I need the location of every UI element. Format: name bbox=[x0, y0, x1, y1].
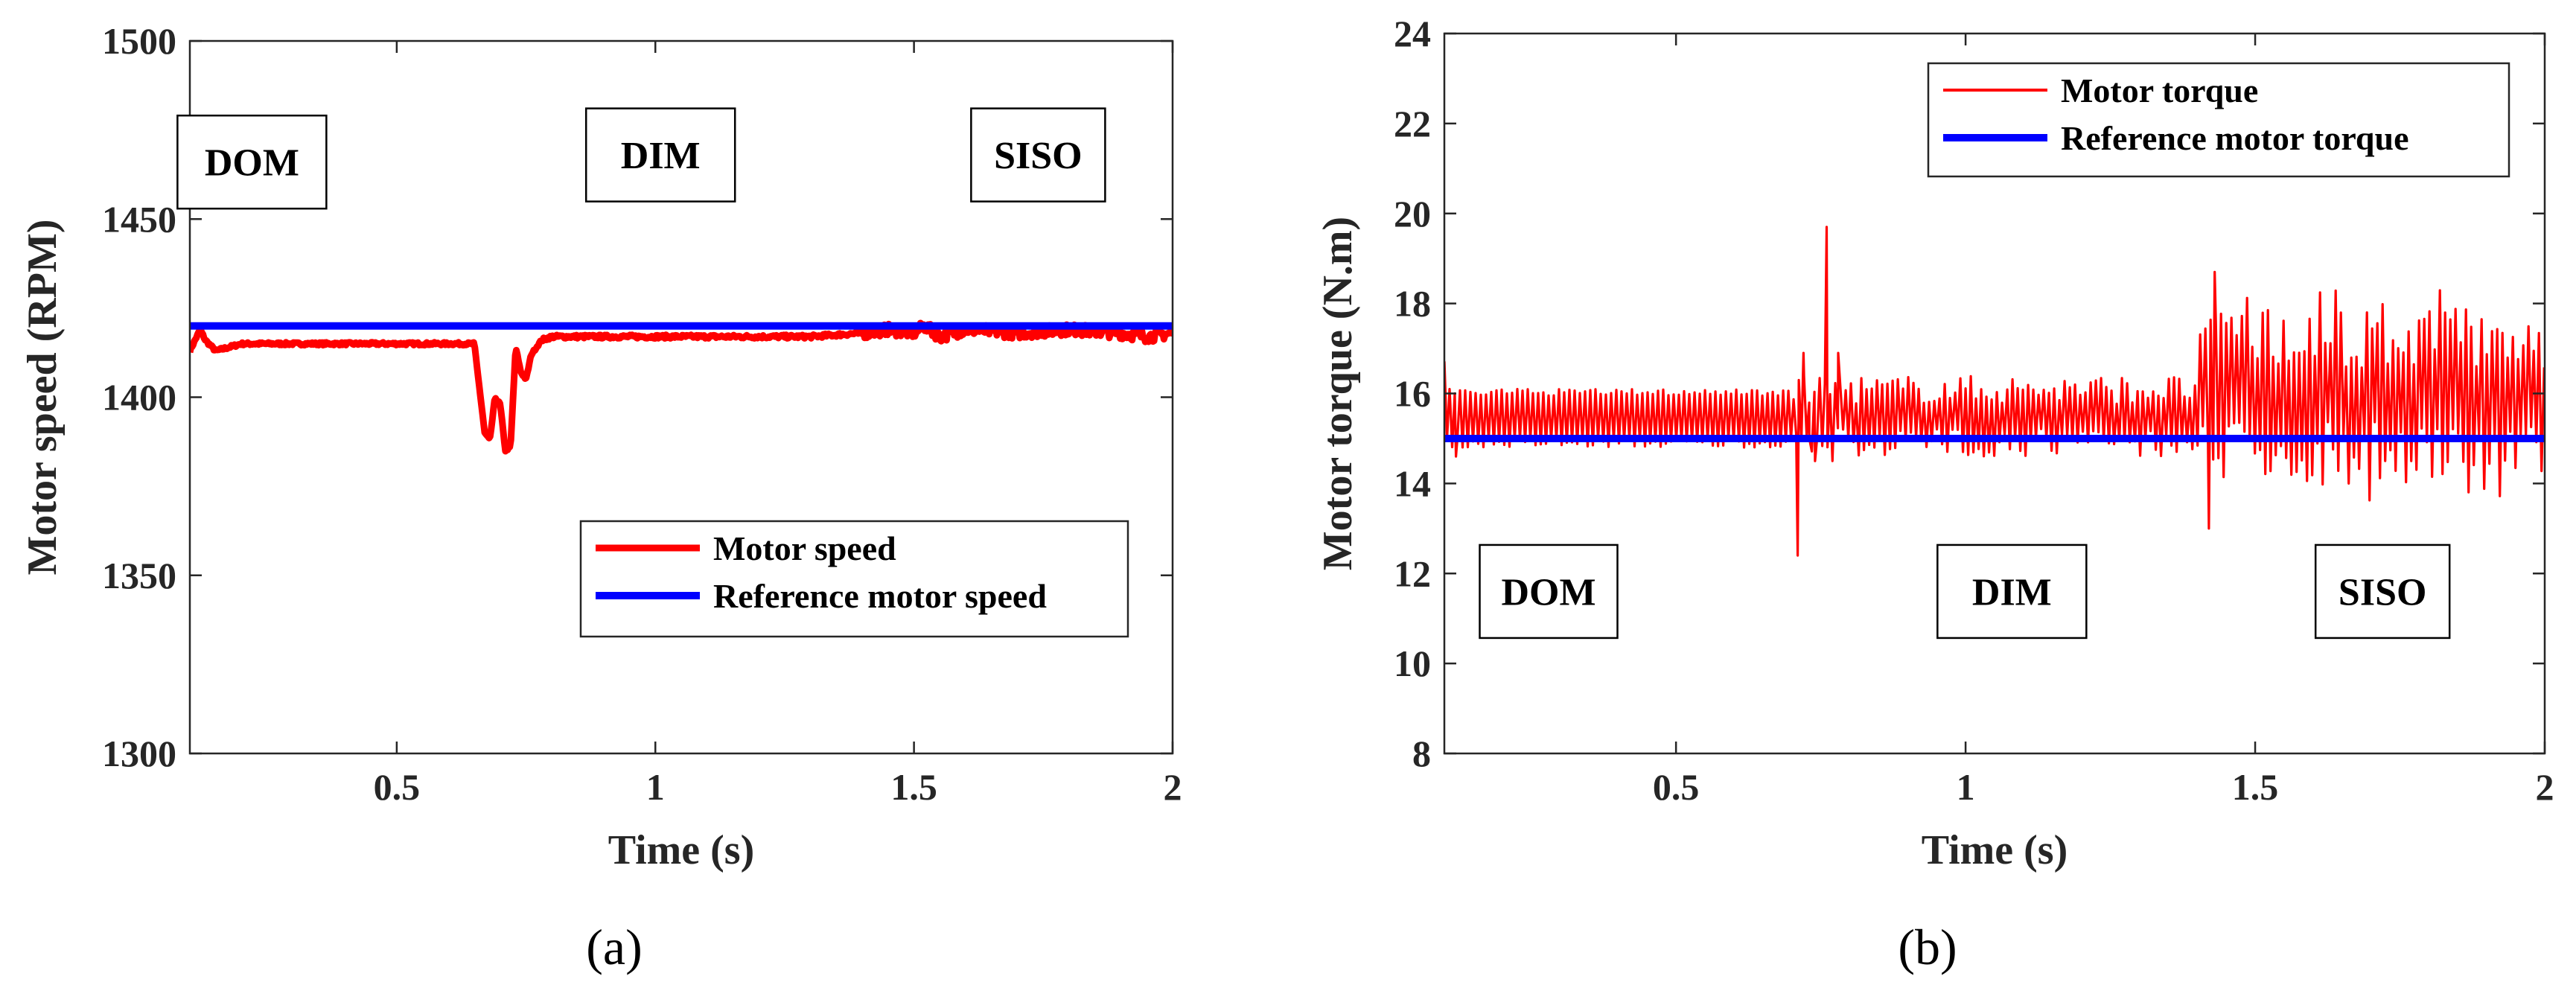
annotation-box bbox=[584, 107, 736, 203]
annotation-text: DOM bbox=[1501, 571, 1595, 613]
annotation-box bbox=[1479, 543, 1619, 640]
x-tick-label: 1.5 bbox=[890, 766, 937, 808]
x-tick-label: 0.5 bbox=[1653, 766, 1700, 808]
y-tick-label: 1350 bbox=[102, 555, 176, 596]
annotation-box bbox=[970, 107, 1106, 203]
annotation-text: DIM bbox=[1972, 571, 2052, 613]
legend-box bbox=[1927, 62, 2510, 178]
y-axis-label: Motor torque (N.m) bbox=[1315, 217, 1361, 570]
annotation-text: SISO bbox=[2339, 571, 2427, 613]
panel-a: 0.5 1 1.5 2 1300 1350 1400 1450 1500 Time (s) Moto… bbox=[19, 20, 1182, 975]
annotation-text: DIM bbox=[621, 135, 701, 177]
legend-label: Motor torque bbox=[2061, 71, 2258, 109]
y-tick-label: 1500 bbox=[102, 20, 176, 62]
y-tick-label: 18 bbox=[1394, 283, 1431, 325]
panel-b: 0.5 1 1.5 2 8 10 12 14 16 18 20 22 24 Time (s) Motor t… bbox=[1315, 13, 2554, 975]
y-tick-label: 16 bbox=[1394, 373, 1431, 415]
x-tick-label: 1 bbox=[646, 766, 665, 808]
motor-speed-line bbox=[190, 319, 1173, 455]
series-group bbox=[190, 319, 1173, 455]
x-tick-label: 1 bbox=[1957, 766, 1975, 808]
x-axis-label: Time (s) bbox=[1922, 827, 2068, 873]
y-tick-label: 24 bbox=[1394, 13, 1431, 54]
y-tick-label: 1300 bbox=[102, 733, 176, 774]
annotation-box bbox=[176, 114, 328, 210]
annotation-text: DOM bbox=[205, 142, 299, 185]
x-axis-label: Time (s) bbox=[608, 827, 755, 873]
x-tick-label: 0.5 bbox=[374, 766, 421, 808]
x-tick-label: 1.5 bbox=[2232, 766, 2279, 808]
y-tick-label: 8 bbox=[1412, 733, 1431, 774]
legend-label: Reference motor torque bbox=[2061, 119, 2409, 157]
panel-label: (b) bbox=[1898, 919, 1957, 975]
x-tick-label: 2 bbox=[2536, 766, 2554, 808]
y-tick-label: 1400 bbox=[102, 377, 176, 418]
motor-torque-line bbox=[1444, 226, 2545, 557]
annotation-box bbox=[1936, 543, 2088, 640]
legend-label: Motor speed bbox=[713, 529, 896, 567]
y-tick-label: 10 bbox=[1394, 643, 1431, 684]
series-group bbox=[1444, 226, 2545, 557]
annotation-text: SISO bbox=[994, 135, 1083, 177]
y-tick-label: 20 bbox=[1394, 193, 1431, 235]
y-tick-label: 1450 bbox=[102, 198, 176, 240]
x-tick-label: 2 bbox=[1164, 766, 1182, 808]
legend-label: Reference motor speed bbox=[713, 577, 1047, 615]
y-tick-label: 22 bbox=[1394, 103, 1431, 144]
y-tick-label: 14 bbox=[1394, 462, 1431, 504]
y-axis-label: Motor speed (RPM) bbox=[19, 220, 66, 576]
panel-label: (a) bbox=[586, 919, 642, 975]
y-tick-label: 12 bbox=[1394, 552, 1431, 594]
annotation-box bbox=[2314, 543, 2451, 640]
legend-box bbox=[579, 520, 1129, 638]
